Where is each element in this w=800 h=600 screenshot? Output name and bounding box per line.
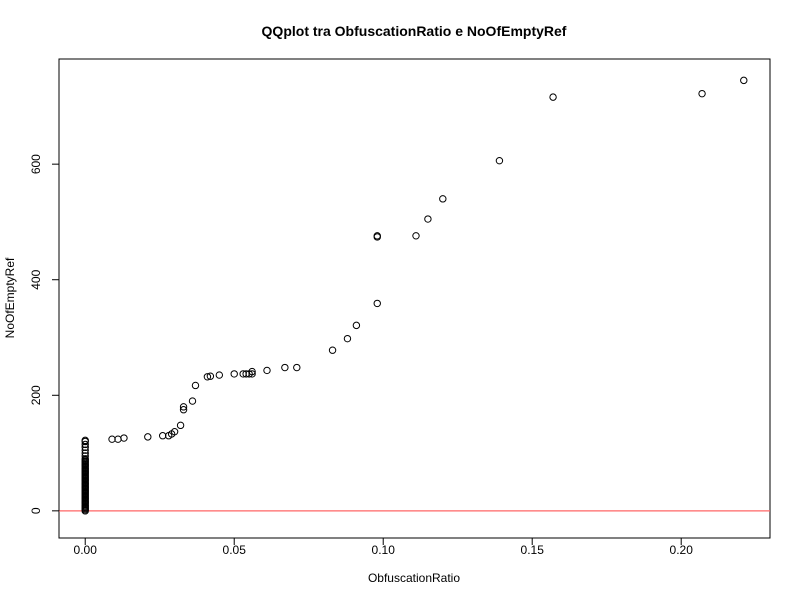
data-point <box>373 299 381 308</box>
x-tick-label: 0.10 <box>372 543 396 557</box>
x-tick-label: 0.00 <box>74 543 98 557</box>
data-point <box>248 367 256 376</box>
x-axis: 0.00 0.05 0.10 0.15 0.20 <box>74 537 694 557</box>
data-point <box>81 452 89 460</box>
x-axis-label: ObfuscationRatio <box>368 571 460 585</box>
data-points <box>81 76 748 515</box>
data-point <box>439 195 447 203</box>
data-point <box>191 381 200 390</box>
data-point <box>144 433 152 441</box>
data-point <box>81 449 89 457</box>
data-point <box>206 372 215 380</box>
x-tick-label: 0.05 <box>223 543 247 557</box>
data-point <box>373 232 381 240</box>
data-point <box>281 363 289 372</box>
data-point <box>740 76 748 85</box>
data-point <box>81 436 89 445</box>
data-point <box>215 371 224 379</box>
data-point <box>230 370 238 378</box>
data-point <box>328 346 337 354</box>
plot-frame <box>58 58 771 539</box>
data-point <box>176 421 185 430</box>
y-tick-label: 200 <box>29 385 43 405</box>
y-axis-label: NoOfEmptyRef <box>3 257 17 338</box>
y-tick-label: 600 <box>29 154 43 174</box>
data-point <box>495 156 504 165</box>
x-tick-label: 0.20 <box>670 543 694 557</box>
data-point <box>179 403 188 411</box>
data-point <box>352 321 361 330</box>
data-point <box>248 370 256 378</box>
data-point <box>203 373 212 381</box>
data-point <box>108 435 116 443</box>
data-point <box>158 432 167 440</box>
data-point <box>170 427 179 436</box>
data-point <box>424 215 432 223</box>
data-point <box>114 435 122 443</box>
data-point <box>81 446 89 454</box>
data-point <box>81 443 89 451</box>
data-point <box>343 334 352 343</box>
data-point <box>263 366 271 375</box>
x-tick-label: 0.15 <box>521 543 545 557</box>
chart-title: QQplot tra ObfuscationRatio e NoOfEmptyR… <box>262 23 567 39</box>
data-point <box>81 440 89 449</box>
data-point <box>81 455 89 463</box>
data-point <box>293 363 301 372</box>
data-point <box>179 406 188 414</box>
data-point <box>188 397 197 405</box>
data-point <box>698 89 706 98</box>
data-point <box>120 434 128 442</box>
y-tick-label: 400 <box>29 269 43 289</box>
data-point <box>549 93 557 101</box>
data-point <box>412 232 420 240</box>
y-tick-label: 0 <box>29 507 43 514</box>
y-axis: 0 200 400 600 <box>29 154 60 514</box>
